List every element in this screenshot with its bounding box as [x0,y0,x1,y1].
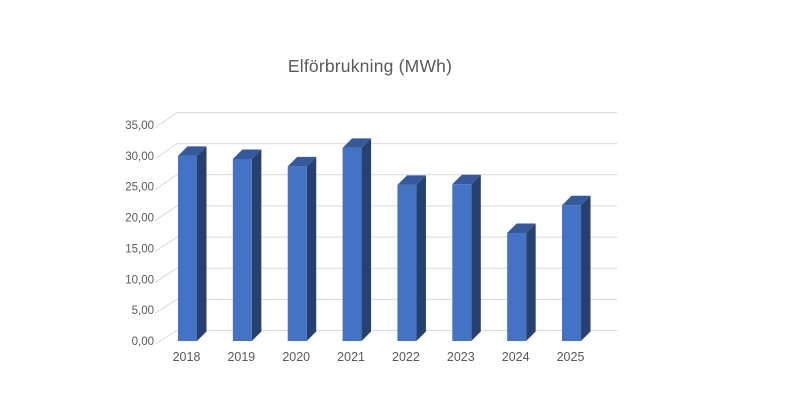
gridline [154,267,617,283]
gridline [154,205,617,221]
gridline [154,330,617,345]
x-axis-tick-label: 2018 [173,350,201,364]
gridline [154,298,617,314]
x-axis-tick-label: 2023 [447,350,475,364]
y-axis-tick-label: 20,00 [125,213,154,225]
x-axis-tick-label: 2025 [557,350,585,364]
bar-2018 [178,155,197,341]
bar-top-face-2023 [452,174,481,185]
y-axis-tick-label: 5,00 [132,305,154,317]
chart-title: Elförbrukning (MWh) [287,56,453,76]
y-axis-tick-label: 15,00 [125,243,154,255]
bar-2021 [342,147,362,341]
y-axis-tick-label: 30,00 [125,151,154,163]
bar-side-face-2020 [306,156,317,341]
x-axis-tick-label: 2024 [502,350,530,364]
bar-side-face-2023 [471,174,481,341]
bar-top-face-2021 [342,138,372,148]
y-axis-tick-label: 35,00 [125,120,154,132]
bar-2024 [507,233,527,341]
x-axis-tick-label: 2019 [227,350,255,364]
y-axis-tick-label: 25,00 [125,182,154,194]
bar-2022 [397,184,417,341]
bar-2023 [452,184,472,341]
bar-top-face-2020 [287,156,317,167]
bar-top-face-2022 [397,175,426,185]
bar-side-face-2022 [416,175,426,341]
y-axis-tick-label: 10,00 [125,274,154,286]
bar-2019 [232,158,252,341]
y-axis-tick-label: 0,00 [132,336,154,348]
bar-side-face-2021 [361,138,372,341]
gridline [154,174,617,191]
x-axis-tick-label: 2022 [392,350,420,364]
gridline [154,143,617,160]
bar-side-face-2024 [526,223,536,341]
bar-top-face-2018 [178,146,207,156]
gridline [154,112,617,129]
bar-side-face-2019 [251,149,262,341]
bar-top-face-2019 [232,149,262,159]
bar-2025 [562,205,582,341]
bar-top-face-2024 [507,223,536,233]
gridline [154,236,617,252]
bar-side-face-2025 [581,195,591,341]
bar-2020 [287,166,307,341]
bar-side-face-2018 [197,146,207,341]
x-axis-tick-label: 2020 [282,350,310,364]
x-axis-tick-label: 2021 [337,350,365,364]
bar-top-face-2025 [562,195,591,206]
